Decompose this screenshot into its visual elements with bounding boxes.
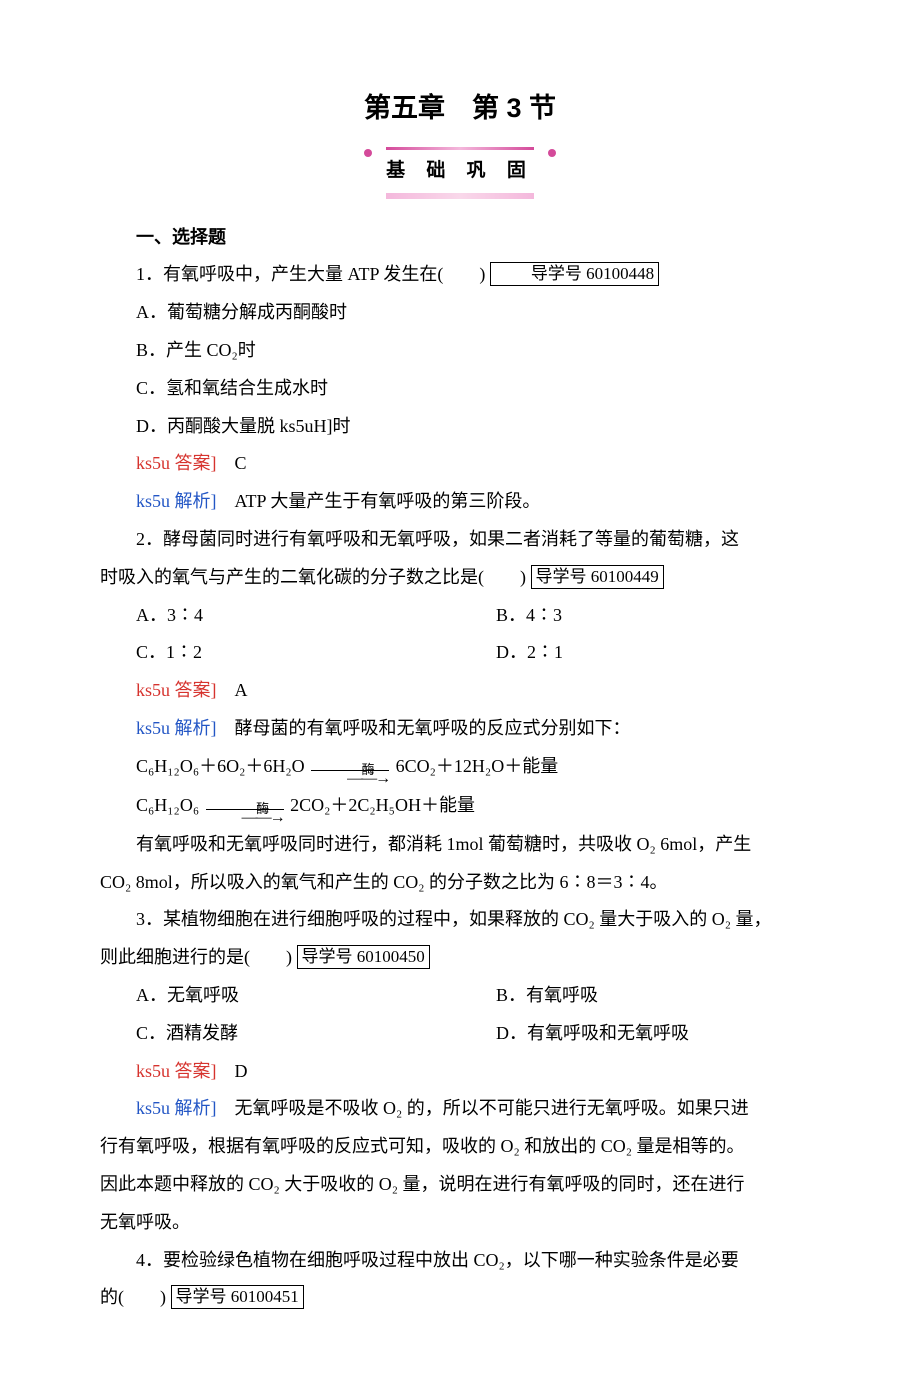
q3-opt-b: B．有氧呼吸 bbox=[460, 977, 820, 1015]
q3-stem-line1: 3．某植物细胞在进行细胞呼吸的过程中，如果释放的 CO₂ 量大于吸入的 O₂ 量… bbox=[100, 901, 820, 939]
q3-options-row1: A．无氧呼吸 B．有氧呼吸 bbox=[100, 977, 820, 1015]
q3-analysis-c: 因此本题中释放的 CO₂ 大于吸收的 O₂ 量，说明在进行有氧呼吸的同时，还在进… bbox=[100, 1166, 820, 1204]
q2-opt-a: A．3∶4 bbox=[100, 597, 460, 635]
reaction-arrow: 酶——→ bbox=[206, 802, 284, 826]
q3-number: 3． bbox=[136, 909, 163, 929]
q1-answer: ks5u 答案] C bbox=[100, 445, 820, 483]
q2-opt-d: D．2∶1 bbox=[460, 634, 820, 672]
section-heading: 一、选择题 bbox=[100, 219, 820, 257]
q3-analysis-d: 无氧呼吸。 bbox=[100, 1204, 820, 1242]
q2-opt-b: B．4∶3 bbox=[460, 597, 820, 635]
q3-opt-a: A．无氧呼吸 bbox=[100, 977, 460, 1015]
q3-opt-c: C．酒精发酵 bbox=[100, 1015, 460, 1053]
q3-options-row2: C．酒精发酵 D．有氧呼吸和无氧呼吸 bbox=[100, 1015, 820, 1053]
q1-opt-a: A．葡萄糖分解成丙酮酸时 bbox=[100, 294, 820, 332]
q1-analysis: ks5u 解析] ATP 大量产生于有氧呼吸的第三阶段。 bbox=[100, 483, 820, 521]
subtitle-text: 基 础 巩 固 bbox=[386, 151, 534, 191]
q2-options-row2: C．1∶2 D．2∶1 bbox=[100, 634, 820, 672]
q2-options-row1: A．3∶4 B．4∶3 bbox=[100, 597, 820, 635]
q4-stem-line1: 4．要检验绿色植物在细胞呼吸过程中放出 CO₂，以下哪一种实验条件是必要 bbox=[100, 1242, 820, 1280]
chapter-title: 第五章 第 3 节 bbox=[100, 80, 820, 137]
q4-stem-line2: 的( ) 导学号 60100451 bbox=[100, 1279, 820, 1317]
study-tag: 导学号 60100449 bbox=[531, 565, 664, 589]
q1-opt-d: D．丙酮酸大量脱 ks5uH]时 bbox=[100, 408, 820, 446]
q1-opt-c: C．氢和氧结合生成水时 bbox=[100, 370, 820, 408]
q2-eq1: C₆H₁₂O₆＋6O₂＋6H₂O 酶——→ 6CO₂＋12H₂O＋能量 bbox=[100, 748, 820, 787]
q2-analysis: ks5u 解析] 酵母菌的有氧呼吸和无氧呼吸的反应式分别如下： bbox=[100, 710, 820, 748]
q2-stem-line2: 时吸入的氧气与产生的二氧化碳的分子数之比是( ) 导学号 60100449 bbox=[100, 559, 820, 597]
study-tag: 导学号 60100448 bbox=[490, 262, 659, 286]
q4-number: 4． bbox=[136, 1250, 163, 1270]
q2-number: 2． bbox=[136, 529, 163, 549]
q2-tail-a: 有氧呼吸和无氧呼吸同时进行，都消耗 1mol 葡萄糖时，共吸收 O₂ 6mol，… bbox=[100, 826, 820, 864]
study-tag: 导学号 60100450 bbox=[297, 945, 430, 969]
q3-analysis-b: 行有氧呼吸，根据有氧呼吸的反应式可知，吸收的 O₂ 和放出的 CO₂ 量是相等的… bbox=[100, 1128, 820, 1166]
q3-analysis-a: ks5u 解析] 无氧呼吸是不吸收 O₂ 的，所以不可能只进行无氧呼吸。如果只进 bbox=[100, 1090, 820, 1128]
q2-opt-c: C．1∶2 bbox=[100, 634, 460, 672]
q2-tail-b: CO₂ 8mol，所以吸入的氧气和产生的 CO₂ 的分子数之比为 6∶8＝3∶4… bbox=[100, 864, 820, 902]
q2-answer: ks5u 答案] A bbox=[100, 672, 820, 710]
q2-eq2: C₆H₁₂O₆ 酶——→ 2CO₂＋2C₂H₅OH＋能量 bbox=[100, 787, 820, 826]
document-page: 第五章 第 3 节 基 础 巩 固 一、选择题 1．有氧呼吸中，产生大量 ATP… bbox=[0, 0, 920, 1377]
subtitle-container: 基 础 巩 固 bbox=[100, 145, 820, 201]
q3-answer: ks5u 答案] D bbox=[100, 1053, 820, 1091]
q2-stem-line1: 2．酵母菌同时进行有氧呼吸和无氧呼吸，如果二者消耗了等量的葡萄糖，这 bbox=[100, 521, 820, 559]
q1-stem: 1．有氧呼吸中，产生大量 ATP 发生在( ) 导学号 60100448 bbox=[100, 256, 820, 294]
q1-number: 1． bbox=[136, 264, 163, 284]
reaction-arrow: 酶——→ bbox=[311, 763, 389, 787]
study-tag: 导学号 60100451 bbox=[171, 1285, 304, 1309]
q3-stem-line2: 则此细胞进行的是( ) 导学号 60100450 bbox=[100, 939, 820, 977]
q3-opt-d: D．有氧呼吸和无氧呼吸 bbox=[460, 1015, 820, 1053]
q1-opt-b: B．产生 CO₂时 bbox=[100, 332, 820, 370]
